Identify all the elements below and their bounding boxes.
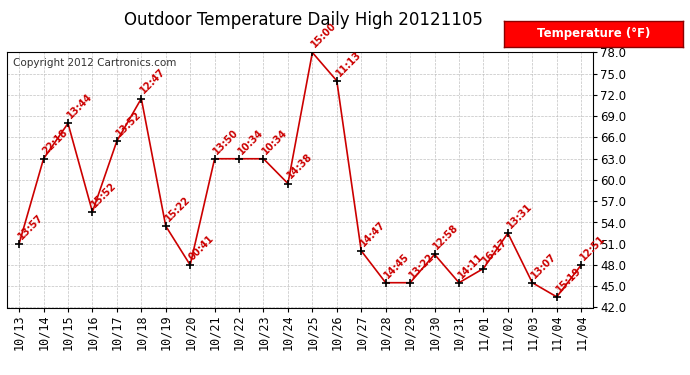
Text: Temperature (°F): Temperature (°F) [537,27,650,40]
Text: 13:50: 13:50 [212,127,241,156]
Text: 13:44: 13:44 [65,92,94,120]
Text: 15:52: 15:52 [90,180,119,209]
Text: 15:00: 15:00 [309,21,339,50]
Text: 16:17: 16:17 [480,237,509,266]
Text: 13:31: 13:31 [505,201,534,230]
Text: 14:11: 14:11 [456,251,485,280]
Text: 11:13: 11:13 [334,49,363,78]
Text: 14:45: 14:45 [383,251,412,280]
Text: 12:51: 12:51 [578,233,607,262]
Text: 12:47: 12:47 [139,67,168,96]
Text: 13:52: 13:52 [114,109,143,138]
Text: 10:34: 10:34 [236,127,265,156]
Text: 10:34: 10:34 [261,127,290,156]
Text: 14:38: 14:38 [285,152,314,181]
Text: 22:18: 22:18 [41,127,70,156]
Text: 00:41: 00:41 [187,233,216,262]
Text: 12:58: 12:58 [432,222,461,252]
Text: 15:22: 15:22 [163,194,192,223]
Text: Copyright 2012 Cartronics.com: Copyright 2012 Cartronics.com [13,58,176,68]
Text: 15:19: 15:19 [554,265,583,294]
Text: 13:22: 13:22 [407,251,436,280]
Text: Outdoor Temperature Daily High 20121105: Outdoor Temperature Daily High 20121105 [124,11,483,29]
Text: 14:47: 14:47 [358,219,387,248]
Text: 13:07: 13:07 [529,251,558,280]
Text: 13:57: 13:57 [16,212,46,241]
